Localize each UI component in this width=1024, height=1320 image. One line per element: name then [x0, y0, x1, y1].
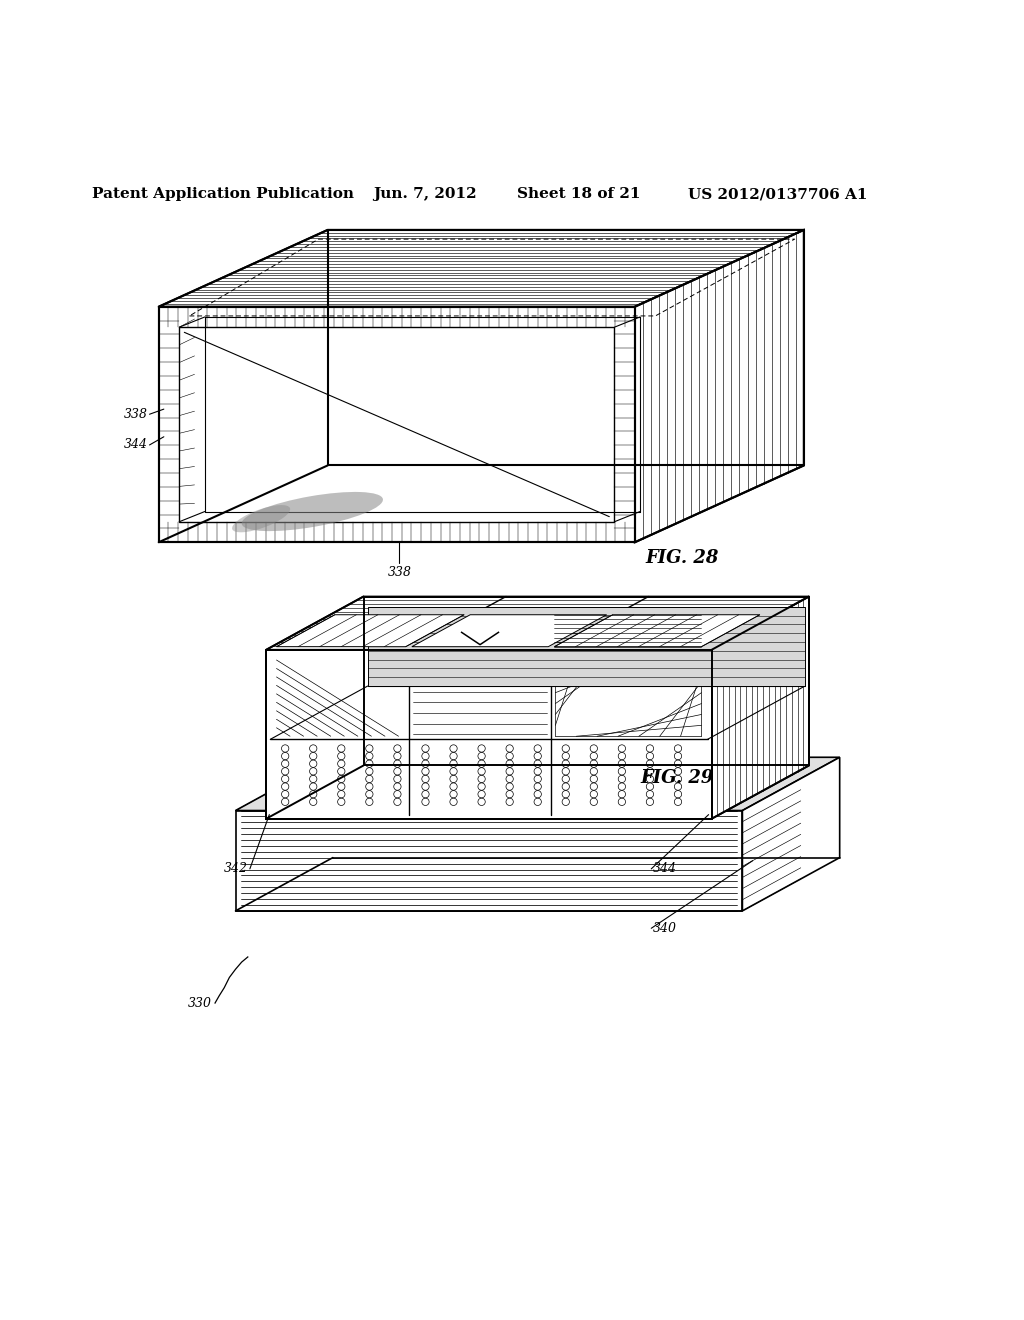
Ellipse shape	[232, 506, 290, 532]
Ellipse shape	[242, 492, 383, 531]
Polygon shape	[159, 306, 635, 543]
Polygon shape	[712, 597, 809, 818]
Polygon shape	[412, 615, 606, 647]
Polygon shape	[179, 327, 614, 521]
Text: Patent Application Publication: Patent Application Publication	[92, 187, 354, 201]
Text: FIG. 28: FIG. 28	[645, 549, 719, 566]
Polygon shape	[635, 230, 804, 543]
Text: 344: 344	[653, 862, 677, 875]
Polygon shape	[742, 758, 840, 911]
Text: 340: 340	[653, 921, 677, 935]
Polygon shape	[266, 597, 809, 649]
Polygon shape	[554, 615, 760, 647]
Text: Jun. 7, 2012: Jun. 7, 2012	[373, 187, 477, 201]
Polygon shape	[368, 607, 805, 686]
Text: Sheet 18 of 21: Sheet 18 of 21	[517, 187, 640, 201]
Text: FIG. 29: FIG. 29	[640, 768, 714, 787]
Polygon shape	[276, 615, 464, 647]
Text: 338: 338	[124, 408, 147, 421]
Text: 342: 342	[224, 862, 248, 875]
Polygon shape	[236, 758, 840, 810]
Text: 338: 338	[387, 566, 412, 578]
Text: US 2012/0137706 A1: US 2012/0137706 A1	[688, 187, 868, 201]
Text: 330: 330	[188, 997, 212, 1010]
Text: 344: 344	[124, 438, 147, 451]
Polygon shape	[266, 649, 712, 818]
Polygon shape	[236, 810, 742, 911]
Polygon shape	[159, 230, 804, 306]
